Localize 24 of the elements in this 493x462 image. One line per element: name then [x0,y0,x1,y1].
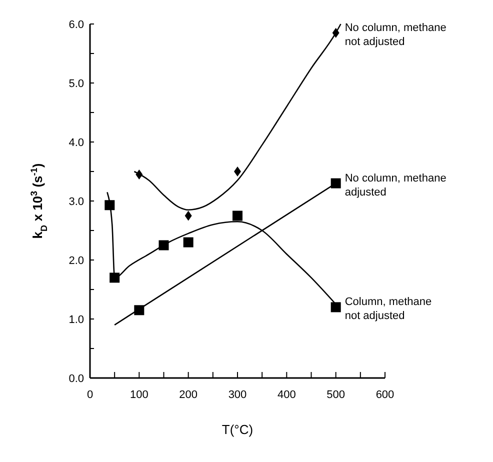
point [184,210,192,221]
y-tick-label: 6.0 [68,19,84,31]
point [330,302,341,312]
x-tick-label: 0 [86,389,94,401]
point [330,178,341,188]
x-axis-title: T(°C) [222,422,254,437]
x-tick-label: 100 [130,389,148,401]
point [183,237,194,248]
y-tick-label: 0.0 [68,373,84,385]
point [232,210,242,221]
x-tick-label: 200 [179,389,198,401]
point [234,166,241,176]
x-tick-label: 400 [277,389,296,401]
y-tick-label: 1.0 [68,314,84,326]
y-tick-label: 2.0 [68,255,84,267]
x-tick-label: 600 [376,389,394,401]
y-tick-label: 5.0 [68,78,84,90]
y-tick-label: 4.0 [68,137,84,149]
series-label: No column, methane not adjusted [344,22,446,48]
y-tick-label: 3.0 [68,196,84,208]
series-label: No column, methane adjusted [344,172,446,198]
x-tick-label: 500 [326,389,346,401]
series-label: Column, methane not adjusted [344,296,432,322]
x-tick-label: 300 [228,389,247,401]
